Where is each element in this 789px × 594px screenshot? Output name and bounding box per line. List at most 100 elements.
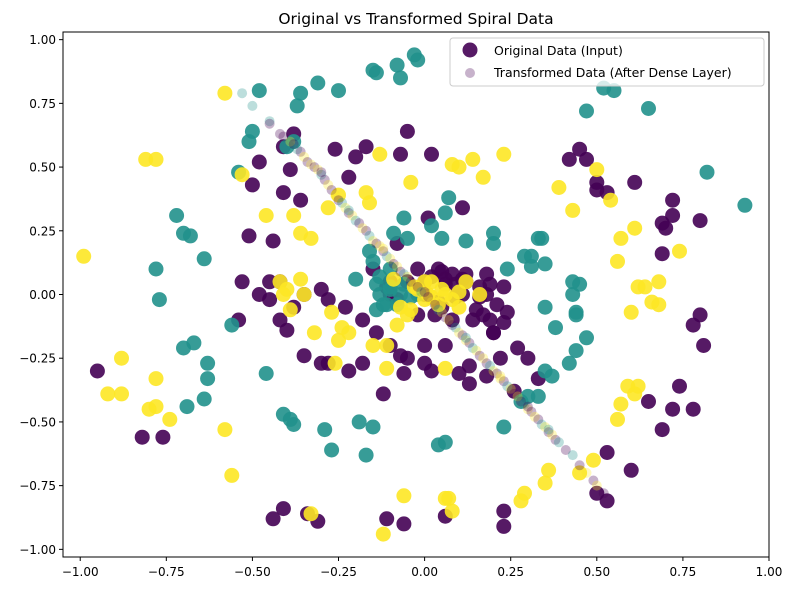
data-point	[381, 251, 392, 262]
x-tick-label: −1.00	[62, 565, 99, 579]
data-point	[433, 304, 444, 315]
data-point	[548, 320, 563, 336]
data-point	[444, 503, 460, 519]
data-point	[424, 146, 439, 162]
data-point	[275, 501, 291, 517]
data-point	[651, 297, 667, 313]
data-point	[330, 190, 341, 201]
x-tick-label: −0.25	[320, 565, 357, 579]
data-point	[430, 297, 446, 313]
y-tick-label: 0.75	[29, 97, 56, 111]
data-point	[196, 391, 212, 407]
data-point	[641, 394, 656, 409]
data-point	[372, 146, 388, 162]
data-point	[429, 299, 440, 310]
data-point	[251, 154, 267, 170]
data-point	[424, 218, 439, 234]
data-point	[451, 299, 467, 315]
data-point	[355, 355, 371, 371]
data-point	[348, 149, 364, 165]
data-point	[217, 422, 233, 438]
data-point	[417, 338, 433, 353]
data-point	[465, 151, 481, 167]
data-point	[378, 246, 389, 257]
data-point	[251, 287, 267, 302]
data-point	[491, 368, 502, 379]
data-point	[350, 215, 361, 226]
data-point	[536, 419, 547, 430]
data-point	[275, 185, 291, 201]
data-point	[331, 332, 346, 348]
data-point	[495, 371, 506, 382]
legend-label-transformed: Transformed Data (After Dense Layer)	[493, 65, 732, 80]
data-point	[492, 350, 508, 366]
data-point	[343, 207, 354, 218]
x-tick-label: 1.00	[756, 565, 783, 579]
data-point	[331, 187, 346, 203]
data-point	[386, 225, 402, 241]
data-point	[285, 136, 296, 147]
data-point	[488, 366, 499, 376]
y-tick-label: −1.00	[19, 543, 56, 557]
y-tick-label: 0.50	[29, 161, 56, 175]
data-point	[613, 230, 629, 246]
data-point	[641, 101, 656, 116]
data-point	[289, 98, 305, 114]
data-point	[627, 174, 643, 190]
data-point	[186, 335, 202, 351]
data-point	[522, 401, 533, 412]
data-point	[540, 422, 551, 432]
data-point	[627, 220, 643, 236]
data-point	[396, 488, 412, 504]
data-point	[368, 65, 384, 81]
data-point	[560, 445, 571, 455]
data-point	[581, 467, 592, 478]
data-point	[672, 378, 687, 394]
data-point	[478, 353, 489, 364]
data-point	[374, 241, 385, 252]
data-point	[572, 276, 588, 292]
data-point	[696, 338, 712, 353]
data-point	[606, 83, 622, 99]
data-point	[368, 325, 384, 341]
data-point	[630, 378, 646, 394]
data-point	[393, 70, 408, 86]
data-point	[436, 307, 447, 318]
data-point	[393, 287, 408, 302]
data-point	[179, 399, 195, 415]
data-point	[437, 205, 453, 221]
data-point	[565, 202, 581, 218]
data-point	[403, 174, 419, 190]
data-point	[341, 363, 357, 379]
data-point	[610, 411, 625, 427]
data-point	[579, 151, 594, 167]
data-point	[658, 220, 674, 236]
data-point	[320, 200, 336, 216]
data-point	[303, 230, 319, 246]
data-point	[134, 429, 150, 445]
chart-title: Original vs Transformed Spiral Data	[278, 10, 553, 28]
data-point	[450, 322, 461, 333]
y-tick-label: −0.25	[19, 352, 56, 366]
data-point	[665, 208, 681, 223]
data-point	[303, 506, 319, 522]
data-point	[347, 210, 358, 221]
data-point	[579, 103, 594, 119]
legend-box	[449, 37, 765, 87]
data-point	[561, 151, 577, 167]
data-point	[368, 236, 378, 246]
data-point	[302, 157, 313, 167]
data-point	[423, 292, 434, 302]
series-3	[237, 88, 609, 499]
data-point	[505, 383, 516, 394]
series-2	[76, 85, 687, 542]
data-point	[114, 386, 129, 402]
data-point	[358, 139, 374, 155]
data-point	[474, 350, 485, 361]
data-point	[278, 131, 289, 142]
data-point	[475, 307, 491, 323]
data-point	[196, 251, 212, 267]
data-point	[323, 179, 334, 190]
data-point	[292, 144, 303, 155]
